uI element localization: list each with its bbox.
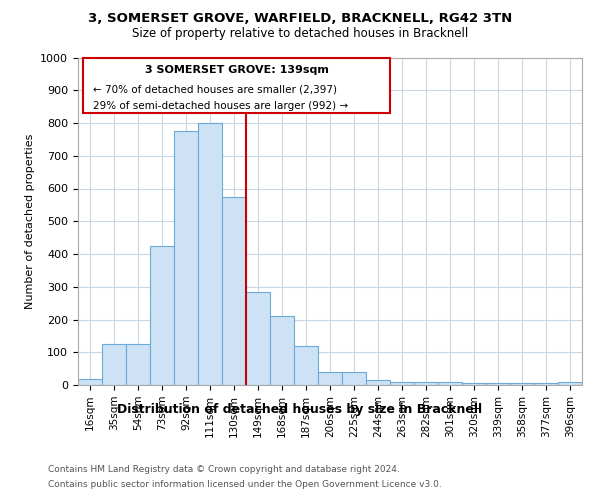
- FancyBboxPatch shape: [83, 58, 391, 113]
- Bar: [270, 316, 294, 385]
- Bar: [198, 123, 222, 385]
- Bar: [462, 384, 486, 385]
- Text: 3 SOMERSET GROVE: 139sqm: 3 SOMERSET GROVE: 139sqm: [145, 64, 329, 74]
- Text: Size of property relative to detached houses in Bracknell: Size of property relative to detached ho…: [132, 28, 468, 40]
- Text: Distribution of detached houses by size in Bracknell: Distribution of detached houses by size …: [118, 402, 482, 415]
- Bar: [510, 384, 534, 385]
- Bar: [246, 292, 270, 385]
- Bar: [342, 372, 366, 385]
- Bar: [438, 382, 462, 385]
- Bar: [102, 344, 126, 385]
- Bar: [366, 380, 390, 385]
- Bar: [126, 344, 150, 385]
- Text: Contains public sector information licensed under the Open Government Licence v3: Contains public sector information licen…: [48, 480, 442, 489]
- Bar: [78, 379, 102, 385]
- Bar: [390, 382, 414, 385]
- Bar: [318, 372, 342, 385]
- Bar: [222, 196, 246, 385]
- Bar: [150, 246, 174, 385]
- Text: ← 70% of detached houses are smaller (2,397): ← 70% of detached houses are smaller (2,…: [93, 85, 337, 95]
- Bar: [414, 382, 438, 385]
- Bar: [486, 384, 510, 385]
- Y-axis label: Number of detached properties: Number of detached properties: [25, 134, 35, 309]
- Bar: [294, 346, 318, 385]
- Bar: [558, 382, 582, 385]
- Bar: [174, 131, 198, 385]
- Bar: [534, 384, 558, 385]
- Text: Contains HM Land Registry data © Crown copyright and database right 2024.: Contains HM Land Registry data © Crown c…: [48, 465, 400, 474]
- Text: 3, SOMERSET GROVE, WARFIELD, BRACKNELL, RG42 3TN: 3, SOMERSET GROVE, WARFIELD, BRACKNELL, …: [88, 12, 512, 26]
- Text: 29% of semi-detached houses are larger (992) →: 29% of semi-detached houses are larger (…: [93, 102, 348, 112]
